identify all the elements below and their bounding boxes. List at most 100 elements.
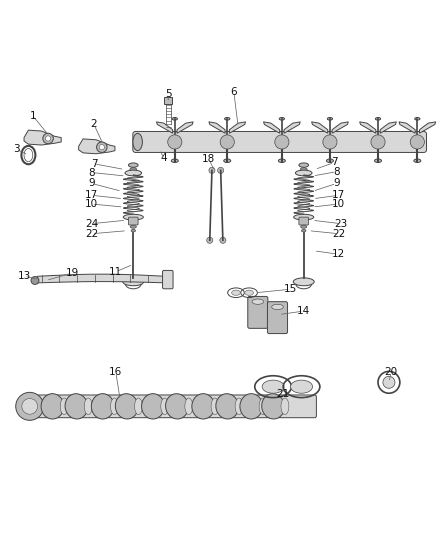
Circle shape [99,144,104,150]
Ellipse shape [293,278,314,286]
Ellipse shape [300,168,307,171]
Text: 17: 17 [332,190,345,200]
Text: 8: 8 [88,167,95,177]
Ellipse shape [262,380,284,393]
Ellipse shape [278,159,285,163]
Polygon shape [332,122,348,133]
Circle shape [410,135,424,149]
Ellipse shape [111,398,118,415]
Text: 20: 20 [385,367,398,377]
Ellipse shape [185,398,193,415]
Ellipse shape [375,159,382,163]
Ellipse shape [172,117,177,120]
Text: 19: 19 [66,268,79,278]
Text: 24: 24 [85,219,98,229]
Text: 16: 16 [109,367,122,377]
Polygon shape [312,122,328,133]
Polygon shape [264,122,280,133]
Text: 8: 8 [333,167,340,176]
Text: 13: 13 [17,271,31,281]
Polygon shape [37,274,166,283]
Ellipse shape [232,290,240,295]
Ellipse shape [171,159,178,163]
Ellipse shape [240,394,263,419]
FancyBboxPatch shape [248,296,268,328]
Ellipse shape [123,278,144,286]
Polygon shape [399,122,415,133]
Text: 9: 9 [88,179,95,189]
Text: 12: 12 [332,249,345,259]
Circle shape [22,399,38,414]
Ellipse shape [161,398,169,415]
FancyBboxPatch shape [163,270,173,289]
Ellipse shape [130,168,137,171]
Ellipse shape [135,398,142,415]
Polygon shape [209,122,225,133]
Ellipse shape [295,170,312,176]
Circle shape [43,133,53,144]
Ellipse shape [326,159,333,163]
Ellipse shape [272,304,283,310]
Polygon shape [284,122,300,133]
Text: 21: 21 [277,389,290,399]
Ellipse shape [84,398,92,415]
Ellipse shape [225,117,230,120]
Text: 14: 14 [297,306,310,316]
Text: 22: 22 [332,229,345,239]
Ellipse shape [301,225,307,228]
Ellipse shape [115,394,138,419]
FancyBboxPatch shape [133,132,427,152]
Circle shape [168,135,182,149]
Text: 6: 6 [230,87,237,96]
Polygon shape [177,122,193,133]
Circle shape [207,237,213,244]
Text: 7: 7 [90,159,97,169]
Circle shape [218,167,224,173]
Ellipse shape [281,398,289,415]
Circle shape [220,135,234,149]
Ellipse shape [415,117,420,120]
Ellipse shape [125,170,142,176]
Text: 10: 10 [85,199,98,209]
Circle shape [220,237,226,244]
Ellipse shape [279,117,284,120]
Text: 11: 11 [109,266,122,277]
Ellipse shape [133,133,142,151]
Polygon shape [24,130,61,145]
Ellipse shape [128,163,138,167]
Circle shape [383,376,395,389]
Polygon shape [229,122,246,133]
Text: 22: 22 [85,229,98,239]
Ellipse shape [65,394,88,419]
FancyBboxPatch shape [164,96,172,104]
Circle shape [209,167,215,173]
Ellipse shape [299,163,309,167]
FancyBboxPatch shape [299,217,309,225]
Ellipse shape [91,394,114,419]
Ellipse shape [375,117,381,120]
Text: 10: 10 [332,199,345,209]
Ellipse shape [142,394,164,419]
Ellipse shape [60,398,68,415]
Text: 9: 9 [333,179,340,189]
Circle shape [45,136,51,141]
Ellipse shape [327,117,333,120]
Text: 7: 7 [331,157,338,167]
Ellipse shape [414,159,421,163]
Circle shape [275,135,289,149]
Text: 5: 5 [165,89,172,99]
FancyBboxPatch shape [29,395,316,418]
Ellipse shape [166,394,188,419]
Polygon shape [360,122,376,133]
Text: 17: 17 [85,190,98,200]
Circle shape [31,277,39,285]
Ellipse shape [262,394,284,419]
Text: 18: 18 [202,155,215,165]
Ellipse shape [211,398,219,415]
Circle shape [16,392,44,421]
Text: 15: 15 [284,284,297,294]
Ellipse shape [245,290,253,295]
FancyBboxPatch shape [128,217,138,225]
Ellipse shape [192,394,215,419]
Ellipse shape [131,229,135,232]
